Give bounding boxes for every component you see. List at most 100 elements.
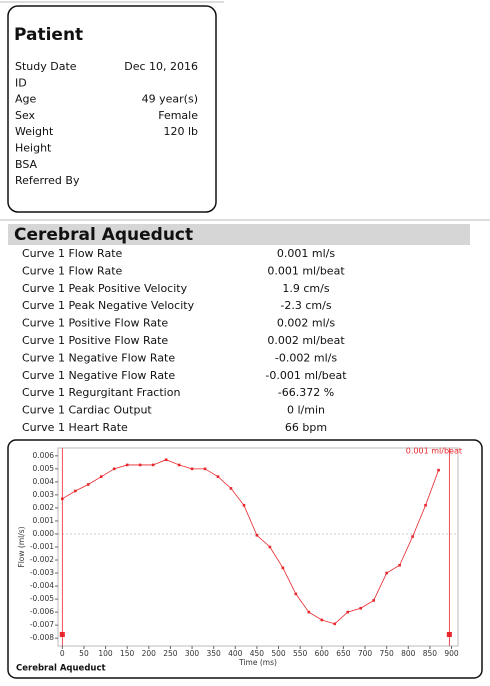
measure-value: 0.001 ml/s [277,247,335,260]
measure-label: Curve 1 Positive Flow Rate [22,317,168,330]
section-title: Cerebral Aqueduct [14,225,193,245]
flow-point [359,606,363,610]
y-tick-label: -0.001 [30,542,54,551]
patient-title: Patient [14,25,83,45]
patient-label: Age [15,93,37,106]
flow-point [281,566,285,570]
patient-value: Female [158,109,198,122]
measure-value: -2.3 cm/s [280,299,331,312]
x-tick-label: 250 [163,649,178,658]
flow-point [99,475,103,478]
flow-point [346,610,350,614]
flow-point [190,467,194,471]
annotation: 0.001 ml/beat [406,447,462,456]
y-tick-label: -0.002 [30,555,54,564]
flow-point [138,463,142,467]
measure-label: Curve 1 Flow Rate [22,264,123,277]
x-axis-label: Time (ms) [238,658,277,667]
x-tick-label: 600 [315,649,330,658]
section-header [8,224,470,245]
flow-point [385,571,388,575]
flow-point [242,504,246,507]
measure-value: -0.001 ml/beat [265,369,347,382]
measure-label: Curve 1 Heart Rate [22,421,128,434]
x-tick-label: 500 [271,649,286,658]
y-tick-label: -0.007 [30,620,54,629]
patient-label: Height [15,142,52,155]
patient-box [7,5,217,213]
y-tick-label: -0.003 [30,568,54,577]
measure-label: Curve 1 Peak Negative Velocity [22,299,195,312]
y-tick-label: 0.003 [33,490,55,499]
measure-value: 1.9 cm/s [282,282,329,295]
flow-point [125,463,129,467]
flow-point [320,618,324,622]
x-tick-label: 550 [293,649,308,658]
flow-point [112,467,116,471]
flow-point [411,535,414,538]
measure-label: Curve 1 Negative Flow Rate [22,351,175,364]
patient-label: Weight [15,125,54,138]
x-tick-label: 850 [423,649,438,658]
measure-value: -66.372 % [278,386,334,399]
flow-point [307,610,311,614]
flow-point [229,487,233,490]
x-tick-label: 900 [444,649,459,658]
measure-value: 66 bpm [285,421,327,434]
flow-point [216,475,220,478]
y-tick-label: 0.002 [33,503,55,512]
flow-point [73,489,77,493]
patient-label: Sex [15,109,36,122]
measure-value: -0.002 ml/s [275,351,337,364]
x-tick-label: 750 [379,649,394,658]
flow-point [203,467,207,471]
flow-line [62,459,439,625]
patient-label: ID [15,76,27,89]
measure-label: Curve 1 Regurgitant Fraction [22,386,180,399]
flow-point [398,563,401,567]
patient-label: Referred By [15,174,80,187]
flow-point [177,463,181,467]
x-tick-label: 450 [250,649,265,658]
patient-value: 49 year(s) [142,93,198,106]
flow-point [294,592,298,596]
y-tick-label: -0.005 [30,594,54,603]
x-tick-label: 650 [336,649,351,658]
flow-point [333,622,337,626]
x-tick-label: 150 [120,649,135,658]
y-axis-label: Flow (ml/s) [17,526,26,567]
flow-point [424,504,427,507]
x-tick-label: 200 [142,649,157,658]
y-tick-label: 0.005 [33,464,55,473]
measure-value: 0 l/min [287,404,325,417]
plot-area [57,447,459,647]
x-tick-label: 700 [358,649,373,658]
flow-point [372,599,375,602]
patient-label: Study Date [15,60,77,73]
cursor-handle [59,632,65,637]
patient-label: BSA [15,158,38,171]
y-tick-label: 0.004 [33,477,55,486]
measure-label: Curve 1 Flow Rate [22,247,123,260]
chart-box [7,439,483,679]
y-tick-label: 0.001 [33,516,55,525]
cursor-handle [446,632,452,637]
chart-caption: Cerebral Aqueduct [16,664,106,674]
measure-label: Curve 1 Peak Positive Velocity [22,282,188,295]
x-tick-label: 50 [79,649,89,658]
x-tick-label: 300 [185,649,200,658]
flow-point [164,458,168,462]
measure-label: Curve 1 Cardiac Output [22,404,152,417]
y-tick-label: -0.008 [30,633,54,642]
flow-point [437,468,440,472]
x-tick-label: 350 [207,649,222,658]
y-tick-label: 0.006 [33,451,55,460]
flow-point [255,533,259,537]
measure-value: 0.002 ml/s [277,317,335,330]
x-tick-label: 0 [60,649,65,658]
flow-point [86,483,90,486]
x-tick-label: 800 [401,649,416,658]
flow-point [151,463,155,467]
patient-value: Dec 10, 2016 [124,60,198,73]
